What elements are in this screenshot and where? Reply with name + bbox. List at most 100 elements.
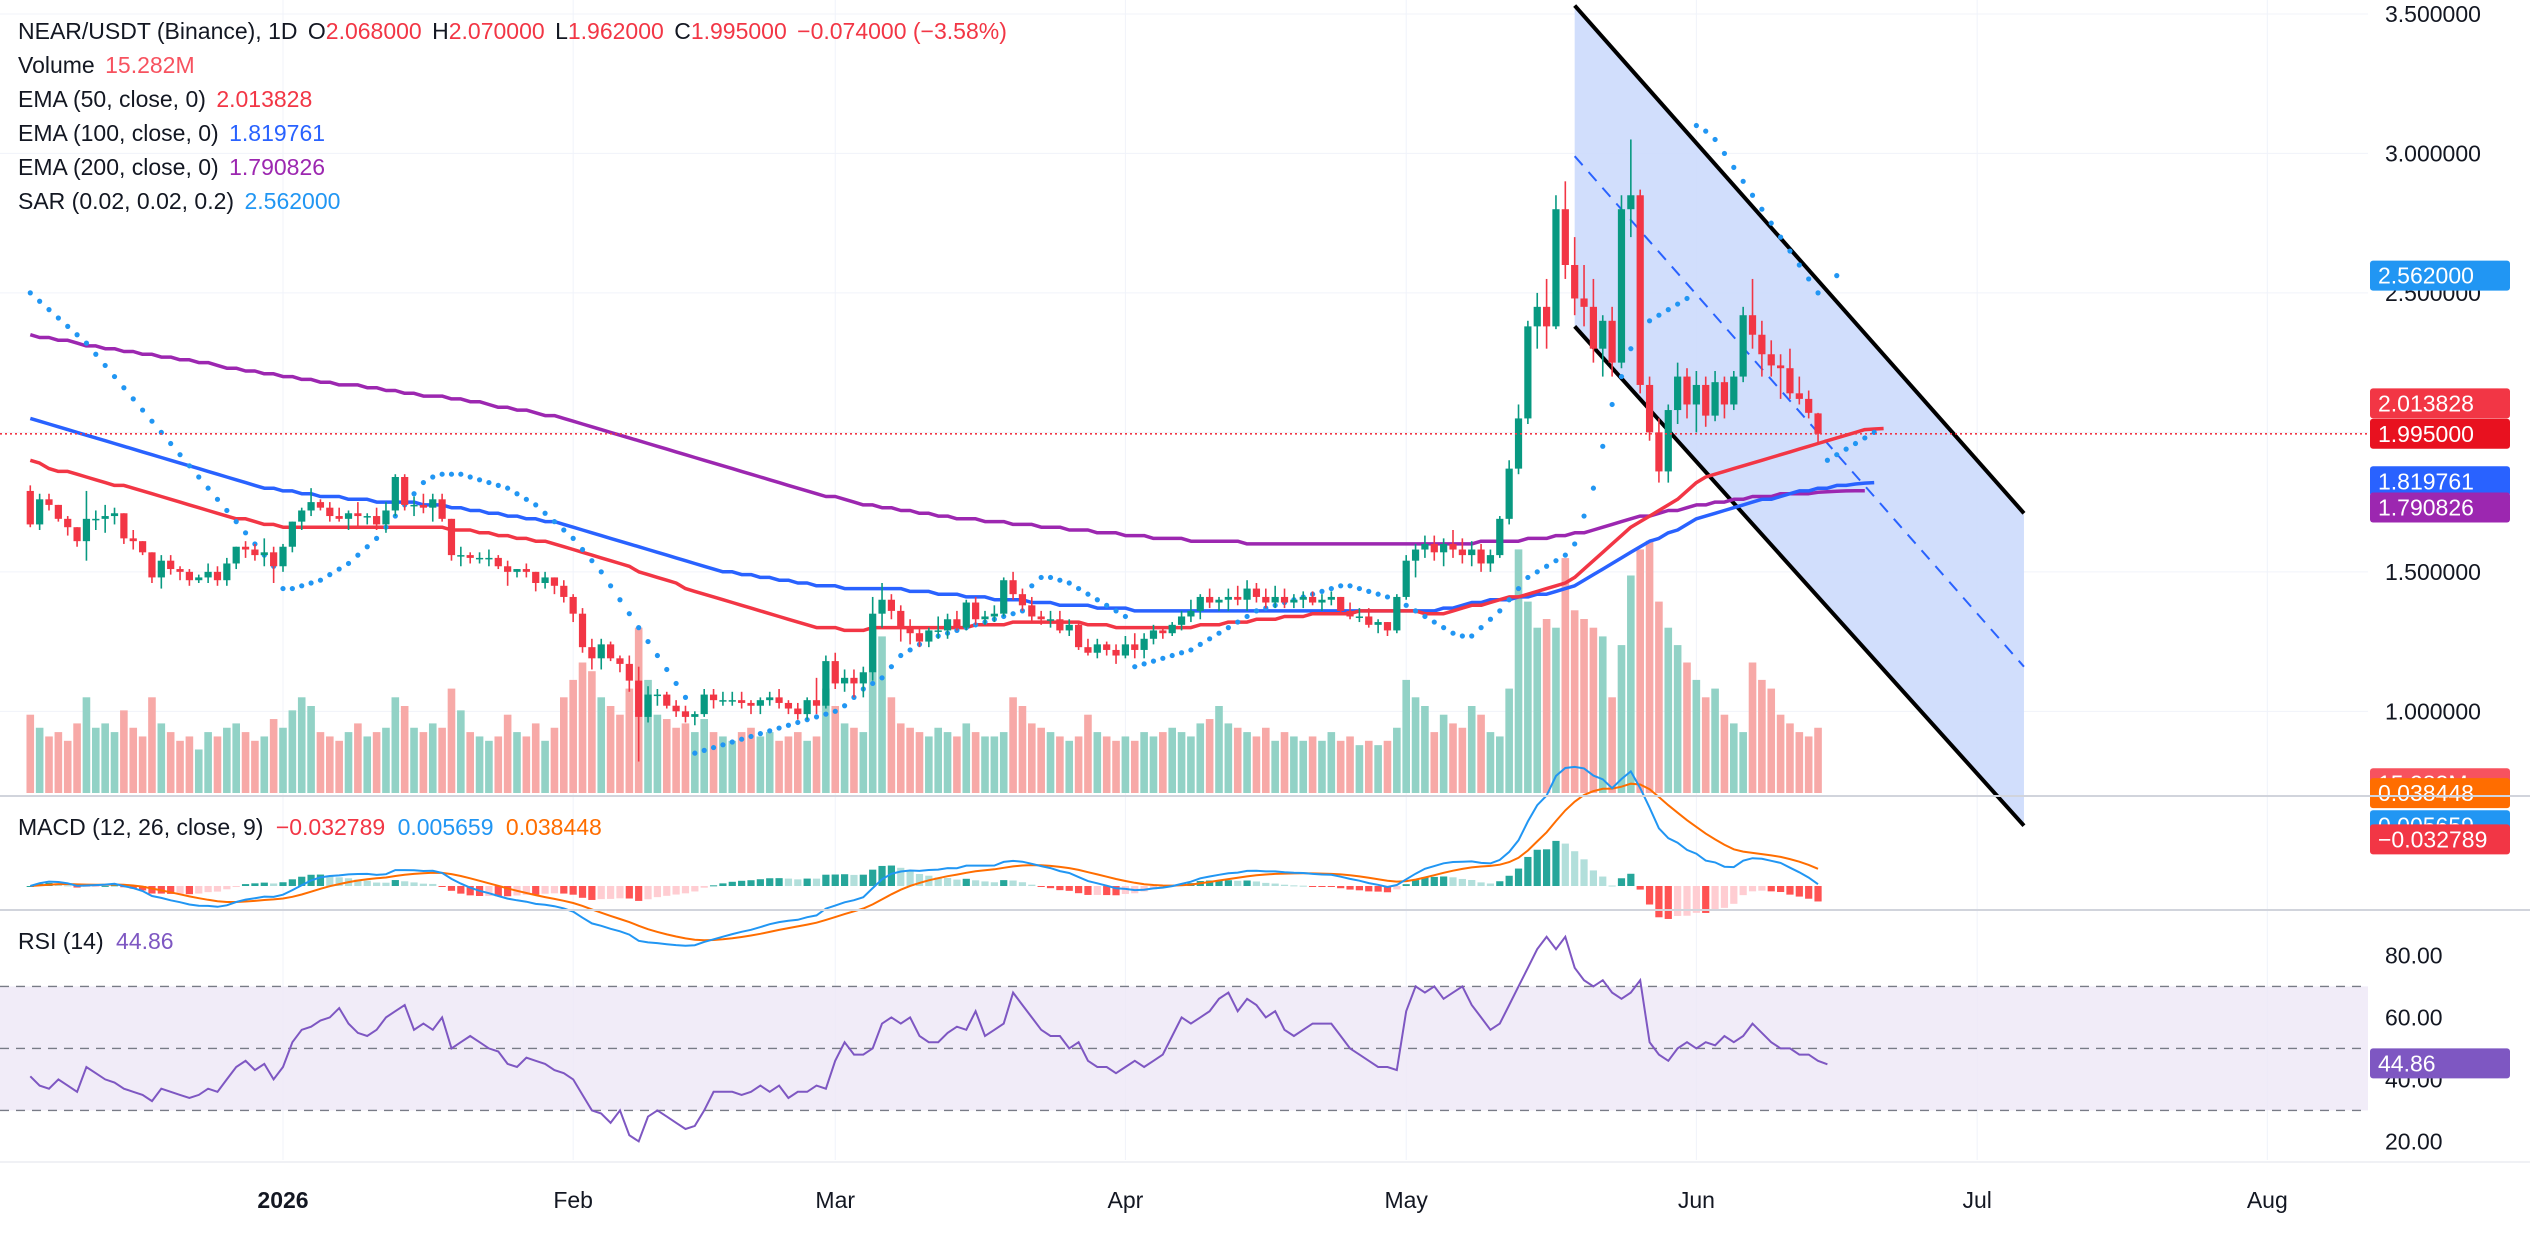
sar-dot [1712, 136, 1718, 143]
sar-dot [1834, 452, 1840, 458]
volume-bar [316, 732, 325, 793]
time-axis[interactable]: 2026 Feb Mar Apr May Jun Jul Aug [257, 1187, 2287, 1213]
macd-histogram-bar [747, 880, 755, 886]
macd-histogram-bar [457, 886, 465, 894]
candle-body [1486, 555, 1495, 564]
volume-bar [1589, 627, 1598, 793]
macd-histogram-bar [1758, 886, 1766, 891]
sar-dot [1029, 583, 1035, 589]
sar-dot [636, 625, 642, 631]
close-value: 1.995000 [690, 18, 787, 44]
sar-dot [710, 744, 717, 751]
candlesticks [26, 139, 1822, 762]
ema200-legend[interactable]: EMA (200, close, 0) 1.790826 [18, 150, 1011, 184]
candle-body [316, 502, 325, 508]
macd-legend[interactable]: MACD (12, 26, close, 9) −0.032789 0.0056… [18, 814, 608, 841]
candle-body [653, 694, 661, 697]
sar-dot [1675, 301, 1681, 307]
sar-dot [177, 452, 183, 458]
sar-dot [1628, 346, 1634, 352]
macd-histogram-bar [270, 883, 278, 886]
volume-bar [297, 697, 306, 793]
price-tick-label: 3.500000 [2385, 1, 2481, 27]
candle-body [466, 555, 474, 558]
sar-dot [224, 507, 230, 514]
sar-dot [1562, 552, 1568, 558]
macd-histogram-bar [204, 886, 212, 893]
volume-bar [307, 706, 315, 793]
macd-histogram-bar [859, 874, 867, 886]
candle-body [1009, 580, 1017, 595]
macd-histogram-bar [578, 886, 587, 898]
volume-bar [541, 740, 549, 793]
channel-mid-line [1573, 155, 2025, 668]
volume-bar [475, 736, 484, 793]
ema100-legend[interactable]: EMA (100, close, 0) 1.819761 [18, 116, 1011, 150]
macd-histogram-bar [822, 874, 830, 886]
volume-bar [962, 723, 971, 793]
candle-body [1505, 468, 1513, 519]
sar-dot [617, 597, 623, 603]
rsi-legend[interactable]: RSI (14) 44.86 [18, 928, 180, 955]
sar-dot [186, 463, 192, 469]
candle-body [1224, 596, 1232, 600]
candle-body [766, 697, 774, 701]
candle-body [475, 557, 484, 560]
volume-bar [269, 719, 278, 793]
volume-bar [1028, 723, 1036, 793]
sar-legend[interactable]: SAR (0.02, 0.02, 0.2) 2.562000 [18, 184, 1011, 218]
macd-histogram-bar [1046, 886, 1055, 889]
macd-histogram-bar [1533, 849, 1541, 886]
candle-body [812, 700, 821, 706]
volume-bar [1692, 679, 1701, 793]
macd-histogram-bar [1552, 840, 1560, 886]
candle-body [934, 630, 942, 632]
macd-histogram-bar [485, 886, 493, 896]
sar-dot [813, 714, 820, 720]
candle-body [1365, 616, 1373, 625]
candle-body [1589, 306, 1597, 349]
sar-dot [476, 477, 483, 483]
sar-dot [1487, 616, 1494, 622]
sar-dot [1834, 273, 1840, 279]
volume-bar [1814, 727, 1822, 793]
candle-body [1121, 644, 1129, 656]
volume-bar [1121, 736, 1130, 793]
candle-body [232, 546, 240, 564]
rsi-value-tag-bg [2370, 1048, 2510, 1079]
candle-body [1046, 619, 1055, 621]
candle-body [1280, 596, 1289, 603]
pane-separators[interactable] [0, 795, 2530, 1163]
macd-histogram-bar [1028, 884, 1036, 886]
volume-bar [1037, 727, 1045, 793]
volume-bar [1102, 736, 1111, 793]
price-axis[interactable]: 1.0000001.5000002.0000002.5000003.000000… [2370, 1, 2510, 1154]
candle-body [1440, 543, 1448, 553]
volume-bar [438, 727, 446, 793]
sar-dot [1544, 563, 1550, 569]
sar-dot [1412, 608, 1419, 614]
symbol-title[interactable]: NEAR/USDT (Binance), 1D [18, 18, 298, 44]
volume-bar [606, 706, 615, 793]
candle-body [1149, 630, 1158, 639]
ema50-legend[interactable]: EMA (50, close, 0) 2.013828 [18, 82, 1011, 116]
volume-legend[interactable]: Volume 15.282M [18, 48, 1011, 82]
volume-bar [1355, 745, 1364, 793]
sar-dot [785, 722, 792, 728]
sar-dot [121, 385, 127, 391]
volume-bar [1524, 601, 1532, 793]
candle-body [410, 504, 418, 507]
sar-dot [1759, 206, 1765, 212]
macd-histogram-bar [1786, 886, 1794, 895]
macd-histogram-bar [681, 886, 690, 894]
candle-body [120, 513, 128, 539]
macd-histogram-bar [195, 886, 203, 894]
sar-dot [1731, 164, 1737, 170]
macd-histogram-bar [447, 886, 456, 891]
sar-dot [664, 666, 670, 673]
macd-histogram-bar [316, 874, 325, 886]
sar-dot [1441, 625, 1447, 631]
sar-dot [626, 611, 632, 617]
candle-body [1730, 376, 1738, 405]
